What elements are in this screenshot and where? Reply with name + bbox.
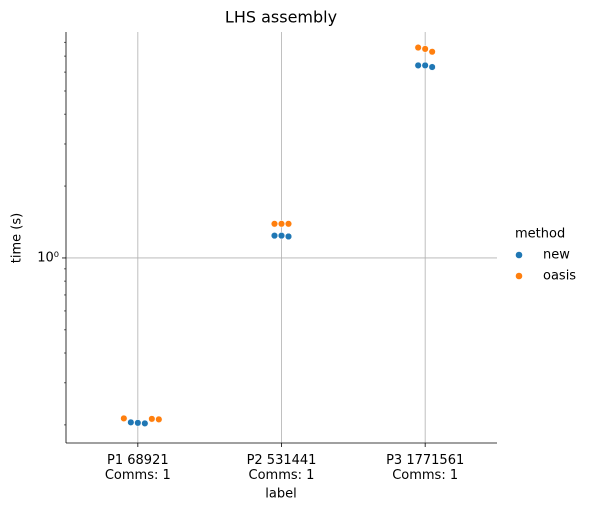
data-point	[277, 232, 286, 240]
data-point	[148, 415, 156, 423]
data-point	[284, 232, 293, 241]
data-point	[421, 61, 429, 69]
data-point	[414, 44, 422, 52]
legend-marker	[515, 272, 523, 280]
data-point	[428, 48, 436, 56]
y-axis-label: time (s)	[10, 213, 25, 263]
x-axis-label: label	[265, 487, 296, 502]
data-point	[284, 220, 293, 228]
data-point	[428, 63, 436, 71]
data-point	[277, 220, 286, 228]
data-point	[134, 419, 142, 427]
data-point	[414, 61, 422, 69]
x-tick-label: P3 1771561 Comms: 1	[386, 453, 464, 483]
x-tick-label: P1 68921 Comms: 1	[105, 453, 171, 483]
data-point	[141, 419, 149, 427]
legend-marker	[515, 251, 523, 259]
legend-label: new	[543, 248, 570, 263]
legend-title: method	[515, 227, 565, 242]
chart-title: LHS assembly	[225, 8, 337, 27]
data-point	[155, 415, 163, 423]
data-point	[270, 232, 279, 240]
data-point	[270, 220, 279, 228]
y-tick-label: 10⁰	[37, 250, 59, 265]
data-point	[127, 418, 135, 426]
x-tick-label: P2 531441 Comms: 1	[247, 453, 317, 483]
legend-label: oasis	[543, 269, 576, 284]
data-point	[421, 45, 429, 53]
data-point	[120, 414, 128, 422]
